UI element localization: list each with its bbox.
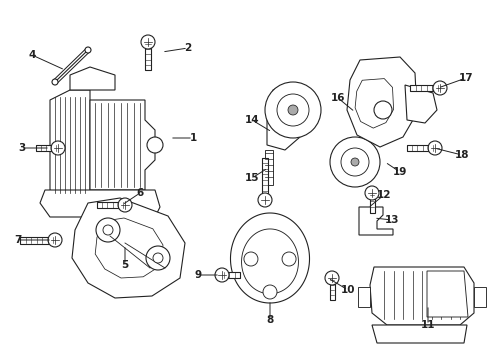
Circle shape: [350, 158, 358, 166]
Circle shape: [146, 246, 170, 270]
Circle shape: [85, 47, 91, 53]
Polygon shape: [358, 207, 392, 235]
Circle shape: [282, 252, 295, 266]
Circle shape: [244, 252, 257, 266]
Text: 15: 15: [244, 173, 259, 183]
Text: 6: 6: [136, 188, 143, 198]
Circle shape: [325, 271, 338, 285]
Text: 12: 12: [376, 190, 390, 200]
Circle shape: [263, 285, 276, 299]
Circle shape: [118, 198, 132, 212]
Circle shape: [96, 218, 120, 242]
Circle shape: [264, 82, 320, 138]
Text: 7: 7: [14, 235, 21, 245]
Text: 10: 10: [340, 285, 354, 295]
Circle shape: [52, 79, 58, 85]
Text: 4: 4: [28, 50, 36, 60]
Bar: [145, 44, 151, 70]
Text: 2: 2: [184, 43, 191, 53]
Circle shape: [153, 253, 163, 263]
Text: 16: 16: [330, 93, 345, 103]
Bar: [36, 145, 56, 151]
Bar: [20, 237, 53, 244]
Text: 1: 1: [189, 133, 196, 143]
Text: 13: 13: [384, 215, 398, 225]
Circle shape: [432, 81, 446, 95]
Polygon shape: [473, 287, 485, 307]
Bar: [97, 202, 123, 208]
Text: 17: 17: [458, 73, 472, 83]
Text: 11: 11: [420, 320, 434, 330]
Polygon shape: [50, 90, 90, 200]
Circle shape: [276, 94, 308, 126]
Text: 14: 14: [244, 115, 259, 125]
Circle shape: [51, 141, 65, 155]
Bar: [262, 158, 267, 196]
Circle shape: [329, 137, 379, 187]
Bar: [224, 272, 240, 278]
Text: 5: 5: [121, 260, 128, 270]
Polygon shape: [354, 78, 393, 128]
Circle shape: [147, 137, 163, 153]
Polygon shape: [70, 67, 115, 90]
Text: 19: 19: [392, 167, 407, 177]
Polygon shape: [40, 190, 160, 217]
Circle shape: [427, 141, 441, 155]
Polygon shape: [266, 83, 306, 150]
Circle shape: [258, 193, 271, 207]
Polygon shape: [369, 267, 473, 325]
Bar: [409, 85, 437, 91]
Polygon shape: [72, 198, 184, 298]
Circle shape: [364, 186, 378, 200]
Text: 3: 3: [19, 143, 25, 153]
Circle shape: [141, 35, 155, 49]
Bar: [369, 195, 374, 213]
Text: 8: 8: [266, 315, 273, 325]
Polygon shape: [346, 57, 416, 147]
Polygon shape: [95, 218, 163, 278]
Text: 9: 9: [194, 270, 201, 280]
Text: 18: 18: [454, 150, 468, 160]
Polygon shape: [426, 271, 467, 317]
Circle shape: [340, 148, 368, 176]
Circle shape: [287, 105, 297, 115]
Polygon shape: [241, 229, 298, 294]
Circle shape: [373, 101, 391, 119]
Bar: [264, 150, 272, 185]
Bar: [406, 145, 432, 151]
Polygon shape: [357, 287, 369, 307]
Circle shape: [48, 233, 62, 247]
Polygon shape: [404, 85, 436, 123]
Circle shape: [103, 225, 113, 235]
Bar: [329, 280, 334, 300]
Circle shape: [215, 268, 228, 282]
Polygon shape: [90, 100, 155, 190]
Polygon shape: [230, 213, 309, 303]
Polygon shape: [371, 325, 466, 343]
